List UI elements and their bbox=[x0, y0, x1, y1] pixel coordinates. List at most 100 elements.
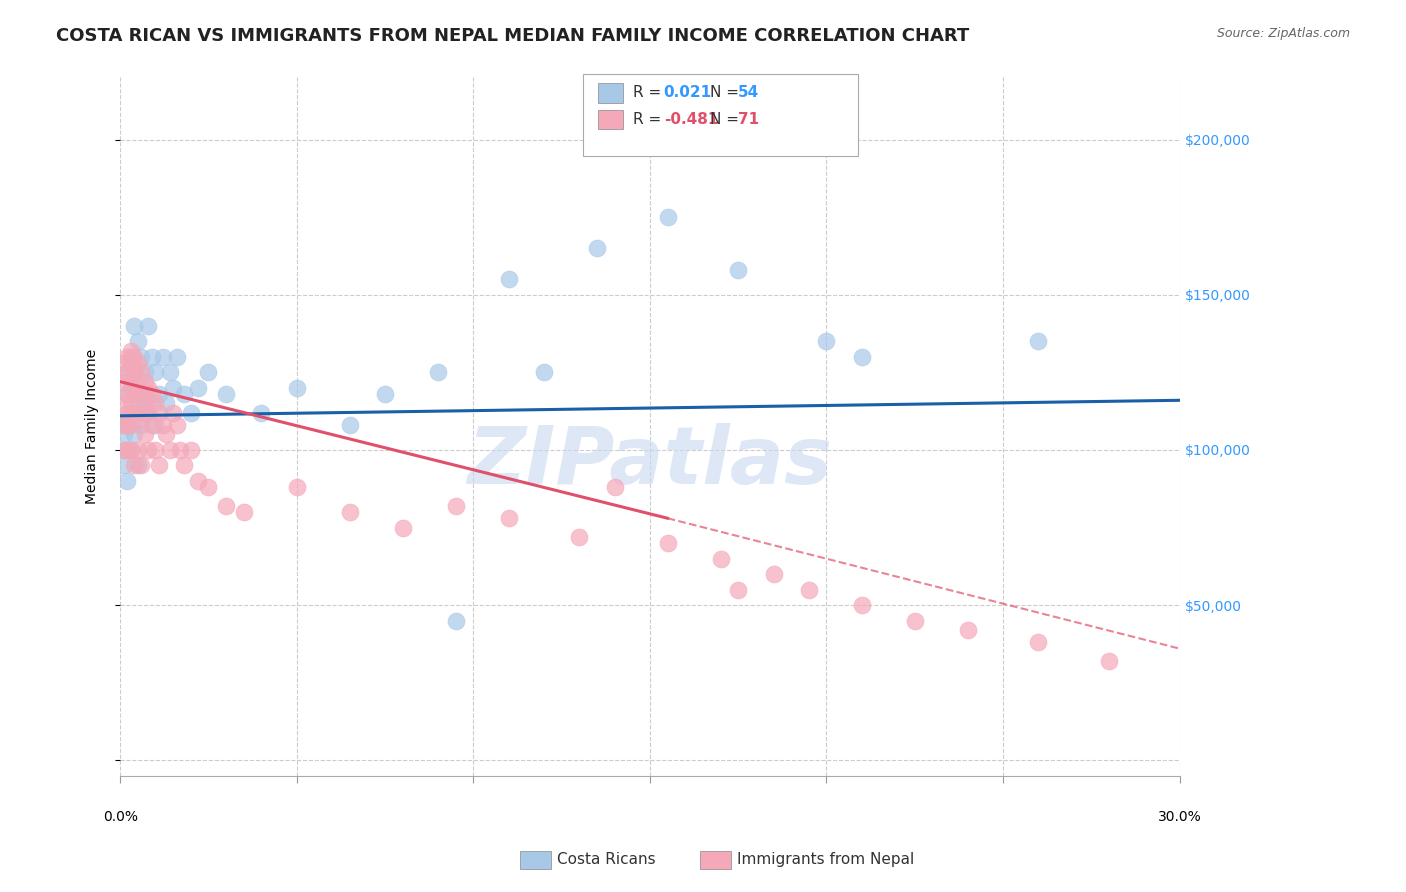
Point bbox=[122, 387, 145, 401]
Point bbox=[339, 505, 361, 519]
Point bbox=[115, 442, 138, 457]
Point bbox=[122, 458, 145, 473]
Point bbox=[727, 102, 749, 116]
Point bbox=[127, 458, 149, 473]
Text: 0.0%: 0.0% bbox=[103, 810, 138, 824]
Text: R =: R = bbox=[633, 112, 666, 127]
Point bbox=[120, 375, 142, 389]
Point bbox=[180, 442, 202, 457]
Text: 71: 71 bbox=[738, 112, 759, 127]
Point bbox=[444, 614, 467, 628]
Text: 30.0%: 30.0% bbox=[1157, 810, 1202, 824]
Point bbox=[215, 387, 238, 401]
Point bbox=[762, 567, 785, 582]
Point bbox=[815, 334, 838, 349]
Point bbox=[122, 350, 145, 364]
Point bbox=[131, 458, 153, 473]
Point bbox=[187, 474, 209, 488]
Point bbox=[851, 350, 873, 364]
Point bbox=[1028, 334, 1050, 349]
Point bbox=[148, 458, 170, 473]
Point bbox=[134, 375, 156, 389]
Point bbox=[131, 412, 153, 426]
Point bbox=[374, 387, 396, 401]
Point bbox=[112, 396, 135, 410]
Text: R =: R = bbox=[633, 86, 666, 100]
Point bbox=[187, 381, 209, 395]
Point bbox=[122, 365, 145, 379]
Point bbox=[115, 406, 138, 420]
Point bbox=[709, 551, 731, 566]
Text: 0.021: 0.021 bbox=[664, 86, 711, 100]
Point bbox=[339, 418, 361, 433]
Point bbox=[131, 418, 153, 433]
Point bbox=[115, 418, 138, 433]
Point bbox=[112, 356, 135, 370]
Point bbox=[127, 396, 149, 410]
Point bbox=[657, 536, 679, 550]
Point bbox=[138, 381, 160, 395]
Point bbox=[122, 318, 145, 333]
Text: Source: ZipAtlas.com: Source: ZipAtlas.com bbox=[1216, 27, 1350, 40]
Point bbox=[112, 442, 135, 457]
Y-axis label: Median Family Income: Median Family Income bbox=[86, 349, 100, 504]
Point bbox=[145, 418, 167, 433]
Point bbox=[127, 334, 149, 349]
Point bbox=[159, 442, 181, 457]
Point bbox=[141, 387, 163, 401]
Point bbox=[112, 412, 135, 426]
Point bbox=[173, 458, 195, 473]
Point bbox=[112, 375, 135, 389]
Point bbox=[427, 365, 450, 379]
Point bbox=[120, 343, 142, 358]
Point bbox=[138, 396, 160, 410]
Point bbox=[131, 365, 153, 379]
Point bbox=[173, 387, 195, 401]
Text: COSTA RICAN VS IMMIGRANTS FROM NEPAL MEDIAN FAMILY INCOME CORRELATION CHART: COSTA RICAN VS IMMIGRANTS FROM NEPAL MED… bbox=[56, 27, 970, 45]
Point bbox=[138, 442, 160, 457]
Text: 54: 54 bbox=[738, 86, 759, 100]
Point bbox=[115, 418, 138, 433]
Point bbox=[134, 406, 156, 420]
Point bbox=[138, 318, 160, 333]
Point bbox=[148, 387, 170, 401]
Point bbox=[141, 418, 163, 433]
Text: N =: N = bbox=[710, 86, 744, 100]
Point bbox=[120, 356, 142, 370]
Point bbox=[112, 418, 135, 433]
Point bbox=[120, 381, 142, 395]
Point bbox=[115, 365, 138, 379]
Point bbox=[120, 442, 142, 457]
Point bbox=[115, 350, 138, 364]
Point bbox=[115, 474, 138, 488]
Point bbox=[162, 406, 184, 420]
Point bbox=[166, 350, 188, 364]
Point bbox=[1098, 654, 1121, 668]
Point bbox=[120, 418, 142, 433]
Point bbox=[134, 396, 156, 410]
Point bbox=[162, 381, 184, 395]
Point bbox=[250, 406, 273, 420]
Point bbox=[956, 623, 979, 637]
Point bbox=[155, 427, 177, 442]
Point bbox=[145, 365, 167, 379]
Point bbox=[120, 442, 142, 457]
Point bbox=[134, 427, 156, 442]
Point bbox=[727, 582, 749, 597]
Point bbox=[120, 406, 142, 420]
Point bbox=[127, 356, 149, 370]
Point bbox=[115, 365, 138, 379]
Point bbox=[727, 263, 749, 277]
Point bbox=[148, 406, 170, 420]
Point bbox=[166, 418, 188, 433]
Point bbox=[112, 427, 135, 442]
Point bbox=[127, 442, 149, 457]
Point bbox=[152, 418, 174, 433]
Point bbox=[851, 598, 873, 612]
Point bbox=[120, 350, 142, 364]
Point bbox=[568, 530, 591, 544]
Text: -0.481: -0.481 bbox=[664, 112, 718, 127]
Point bbox=[145, 396, 167, 410]
Text: ZIPatlas: ZIPatlas bbox=[467, 423, 832, 500]
Point bbox=[197, 365, 219, 379]
